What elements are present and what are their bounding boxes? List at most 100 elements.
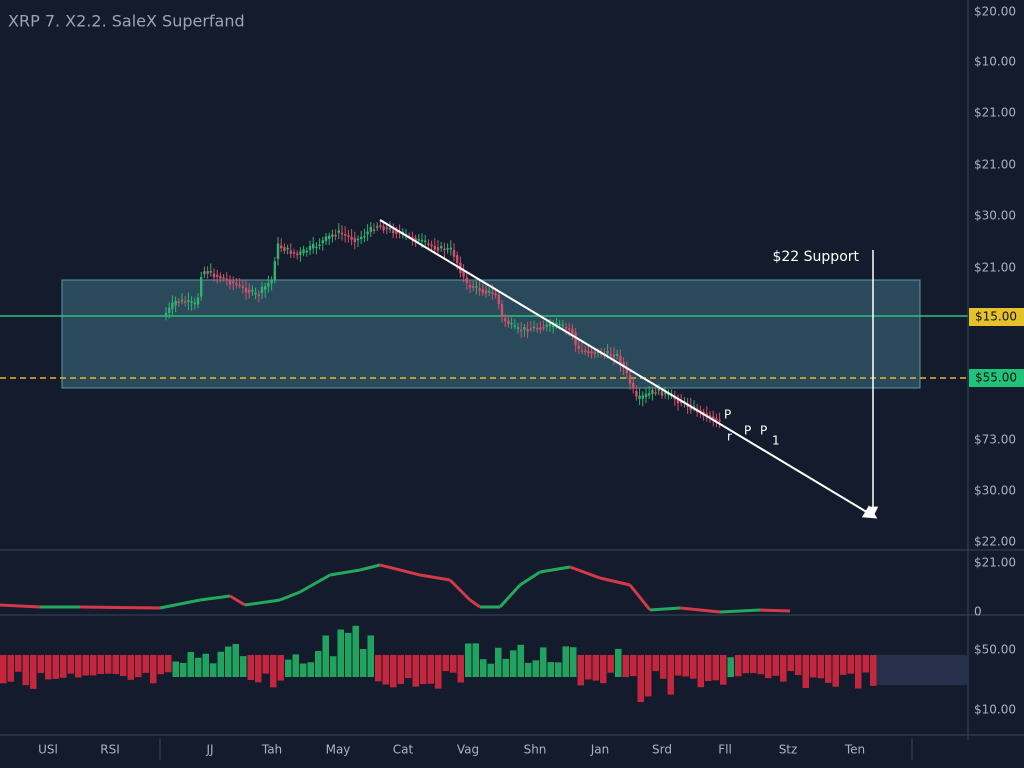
time-label: JJ [205,743,213,757]
histogram-bar [262,655,269,674]
histogram-bar [622,655,629,678]
candle-body [606,350,609,354]
rsi-segment [279,590,301,602]
candle-body [427,243,430,245]
candle-body [324,236,328,242]
rsi-label: $21.00 [974,556,1016,570]
histogram-bar [555,662,562,677]
candle-body [321,240,324,244]
candle-body [667,393,670,396]
histogram-bar [82,655,89,676]
histogram-bar [322,635,329,677]
price-label: $21.00 [974,261,1016,275]
candle-body [308,246,312,250]
candle-body [430,244,433,247]
candle-body [251,289,254,292]
histogram-bar [30,655,37,689]
candle-body [648,393,651,396]
histogram-bar [22,655,29,686]
histogram-bar [495,647,502,677]
candle-body [299,251,302,255]
candle-body [302,249,305,254]
candle-body [593,351,596,354]
histogram-bar [442,655,449,672]
candle-body [580,350,584,352]
candle-body [392,229,395,234]
candle-body [712,416,715,420]
histogram-bar [810,655,817,678]
histogram-bar [750,655,757,674]
histogram-bar [517,644,524,677]
histogram-bar [682,655,689,677]
price-label: $20.00 [974,5,1016,19]
candle-body [241,286,244,288]
candle-body [628,375,632,384]
histogram-bar [667,655,674,695]
histogram-bar [277,655,284,681]
candle-body [481,289,484,293]
rsi-segment [679,606,721,614]
candle-body [200,277,203,297]
histogram-bar [697,655,704,688]
histogram-bar [75,655,82,678]
histogram-bar [675,655,682,676]
candle-body [433,245,436,250]
candle-body [385,227,388,229]
candle-body [193,302,196,305]
candle-body [177,301,180,303]
candle-body [504,318,507,322]
candle-body [632,383,635,389]
histogram-bar [435,655,442,689]
rsi-segment [0,603,41,609]
rsi-segment [229,594,246,607]
histogram-bar [97,655,104,674]
price-label: $30.00 [974,484,1016,498]
candle-body [212,273,216,278]
time-label: USl [38,743,58,757]
histogram-bar [855,655,862,689]
histogram-bar [705,655,712,681]
histogram-bar [367,635,374,677]
histogram-bar [742,655,749,674]
rsi-segment [519,570,541,587]
candle-body [555,322,558,326]
candle-body [318,244,321,246]
histogram-bar [337,629,344,677]
candle-body [296,253,299,256]
candle-body [715,418,718,421]
histogram-bar [862,655,869,673]
volume-label: $10.00 [974,703,1016,717]
rsi-segment [628,584,652,611]
histogram-bar [540,647,547,677]
rsi-segment [448,578,472,602]
price-label: $10.00 [974,55,1016,69]
candle-body [254,292,257,295]
candle-body [331,234,334,237]
candle-body [660,391,664,396]
candle-body [225,278,228,281]
candle-body [222,277,225,279]
candle-body [532,326,536,329]
candle-body [388,228,392,230]
histogram-bar [660,655,667,679]
histogram-bar [292,654,299,677]
candle-body [491,292,494,294]
histogram-bar [510,650,517,677]
markers: Pr P P1 [724,408,780,448]
histogram-bar [232,644,239,677]
rsi-segment [159,598,201,610]
candle-body [440,246,443,249]
candle-body [305,250,308,253]
histogram-bar [727,657,734,677]
candle-body [523,327,526,330]
candle-body [356,238,360,241]
candle-body [718,419,721,422]
histogram-bar [360,649,367,677]
candle-body [289,250,292,254]
candle-body [500,304,504,318]
histogram-bar [772,655,779,676]
histogram-bar [712,655,719,681]
trend-arrow [379,219,878,519]
candle-body [209,271,212,273]
